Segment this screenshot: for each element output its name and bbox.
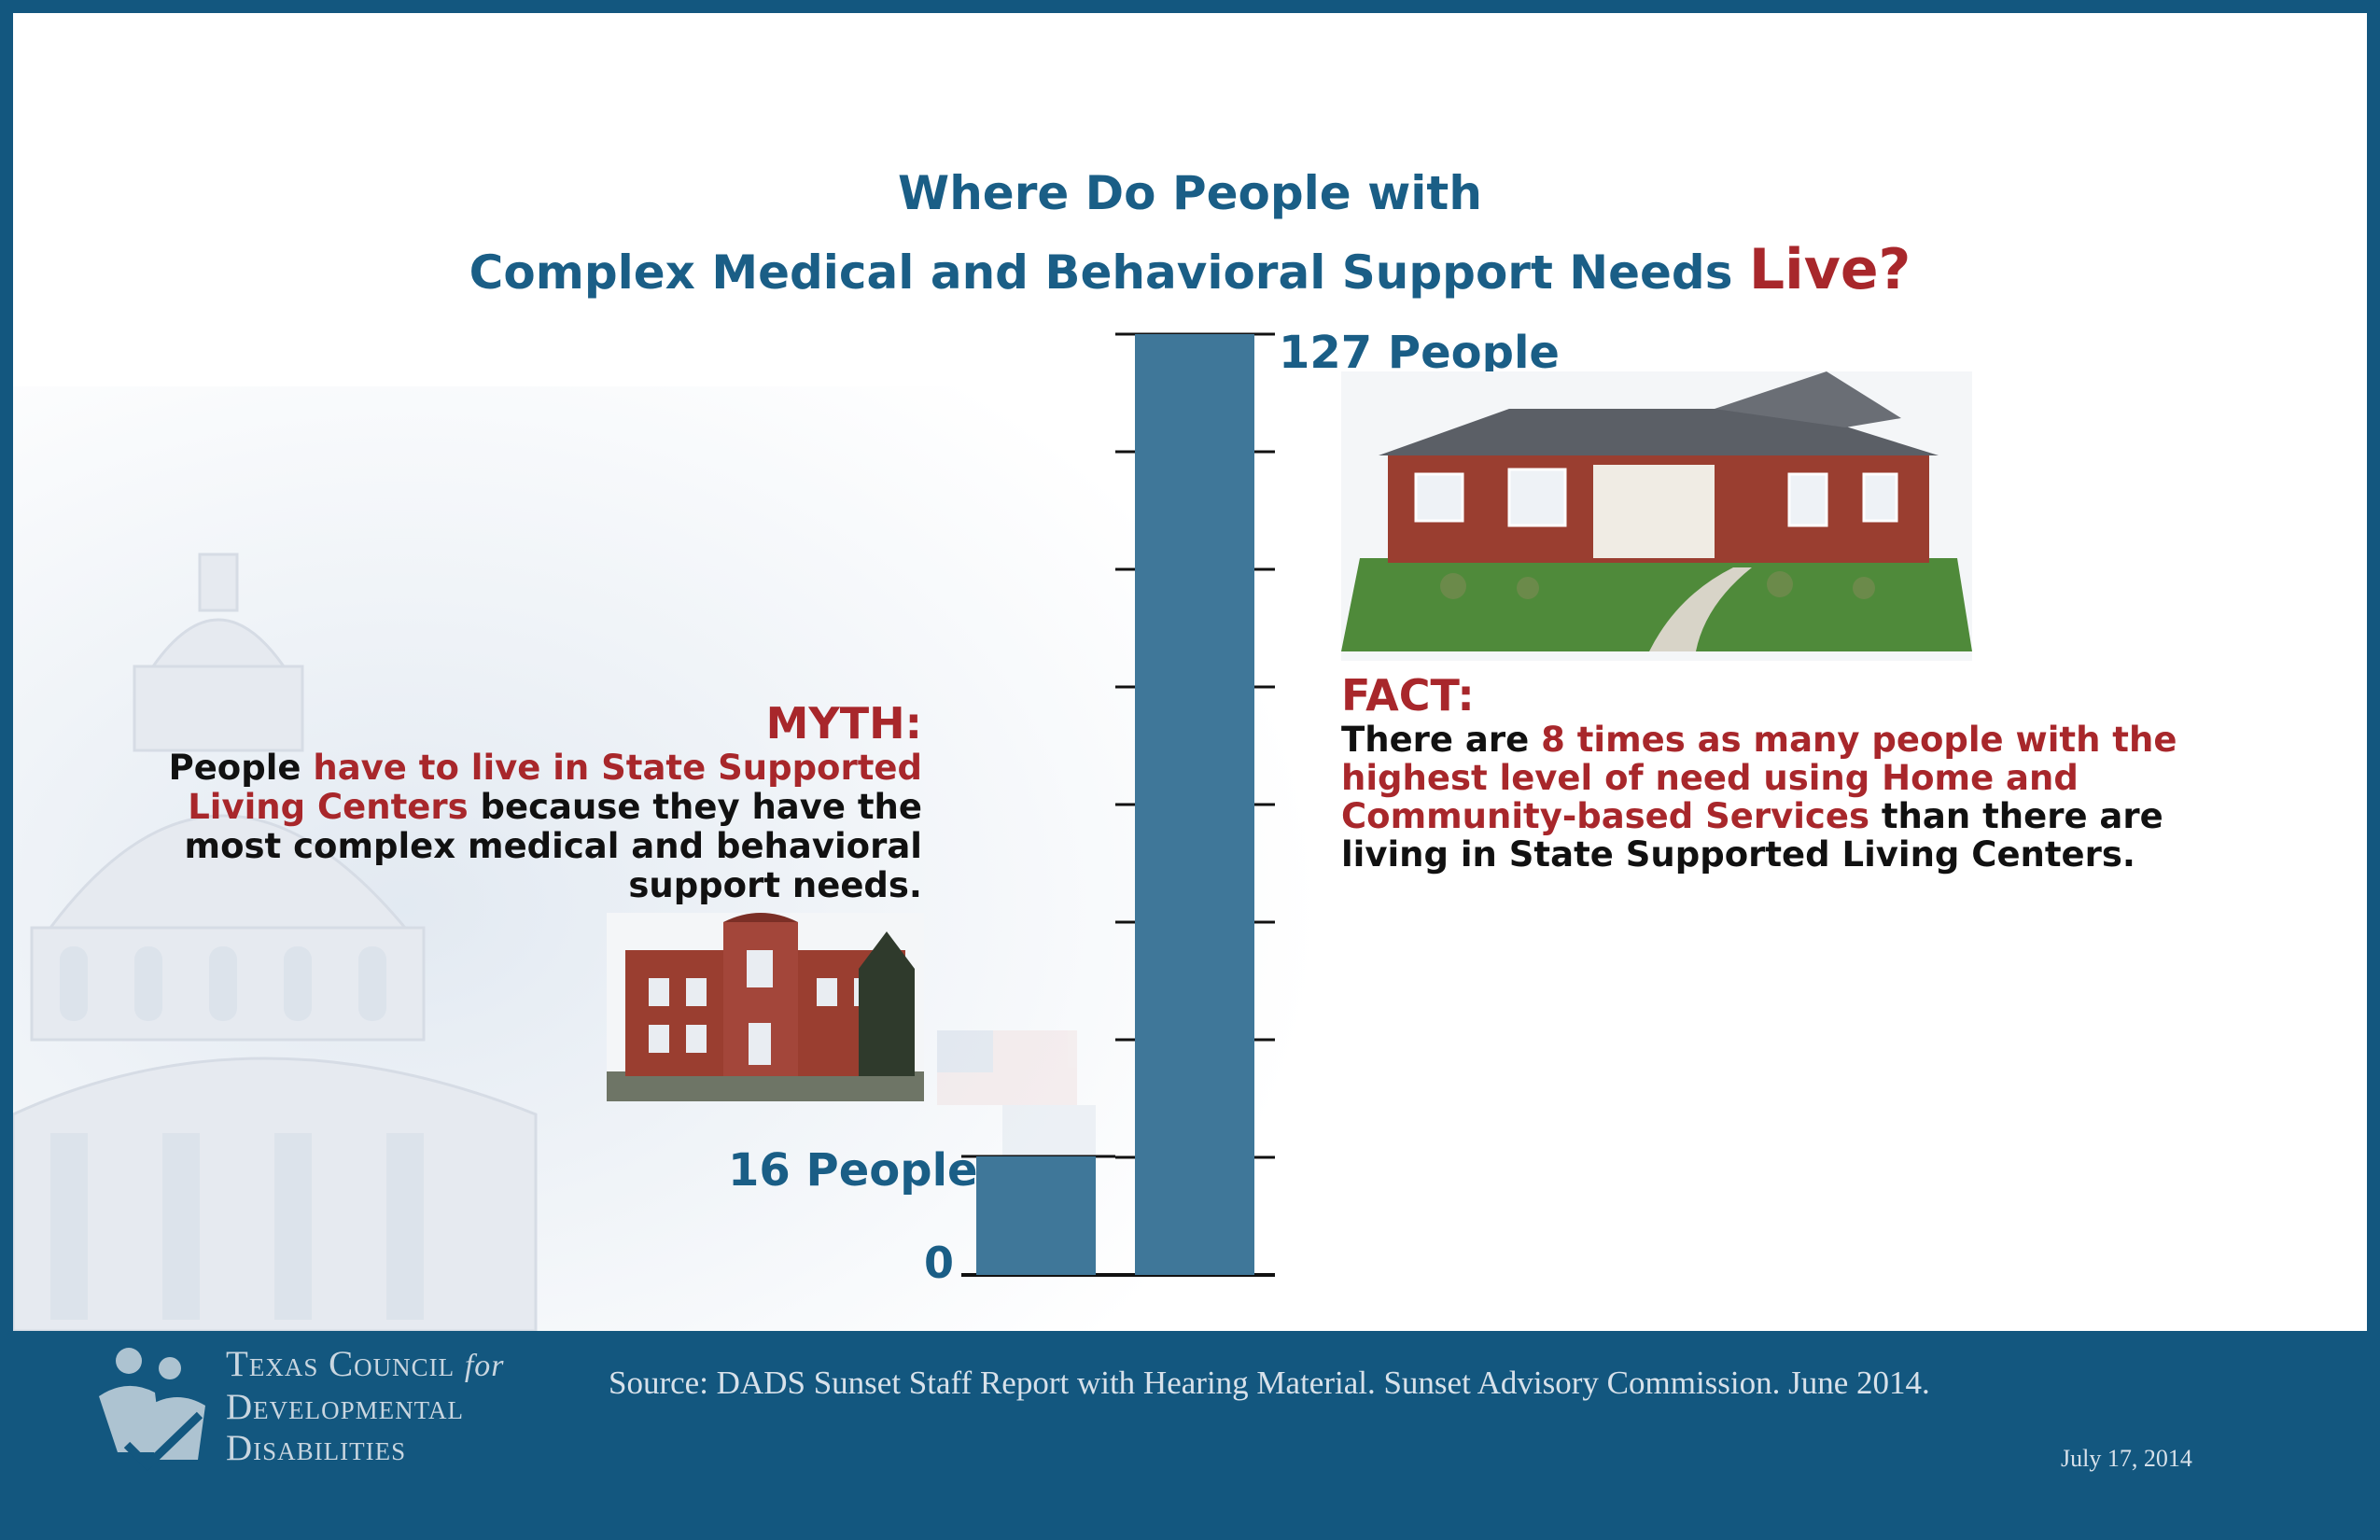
chart-title-line-2: Complex Medical and Behavioral Support N…	[0, 237, 2380, 302]
myth-text-start: People	[168, 748, 314, 788]
fact-callout: FACT: There are 8 times as many people w…	[1341, 670, 2237, 874]
fact-highlight: 8 times as many people with the highest …	[1341, 720, 2177, 836]
myth-text-end: because they have the most complex medic…	[184, 787, 922, 905]
logo-line-1: Texas Council	[226, 1344, 455, 1384]
tcdd-logo-text: Texas Council for Developmental Disabili…	[226, 1344, 505, 1469]
chart-bars	[976, 334, 1254, 1275]
tcdd-logo-icon	[99, 1348, 205, 1471]
bar-label-sslc: 16 People	[728, 1144, 978, 1197]
chart-title-line-1: Where Do People with	[898, 166, 1482, 220]
myth-callout: MYTH: People have to live in State Suppo…	[159, 698, 922, 905]
bar-label-hcs: 127 People	[1279, 327, 1560, 379]
fact-text-end: than there are living in State Supported…	[1341, 796, 2163, 875]
myth-highlight: have to live in State Supported Living C…	[188, 748, 922, 827]
chart-title-emphasis: Live?	[1748, 237, 1911, 302]
myth-heading: MYTH:	[765, 698, 922, 749]
logo-line-3: Disabilities	[226, 1428, 407, 1468]
house-image	[1341, 371, 1972, 661]
publication-date: July 17, 2014	[2061, 1445, 2192, 1472]
fact-text-start: There are	[1341, 720, 1542, 760]
fact-heading: FACT:	[1341, 670, 1475, 721]
bar-1	[1135, 334, 1254, 1275]
capitol-dome-image	[13, 386, 1320, 1331]
chart-title-text: Complex Medical and Behavioral Support N…	[469, 245, 1733, 300]
logo-line-2: Developmental	[226, 1387, 464, 1427]
y-axis-tick-zero: 0	[924, 1238, 955, 1288]
bar-0	[976, 1156, 1096, 1275]
source-citation: Source: DADS Sunset Staff Report with He…	[609, 1365, 1930, 1401]
institution-building-image	[607, 913, 924, 1101]
logo-for: for	[464, 1349, 505, 1383]
